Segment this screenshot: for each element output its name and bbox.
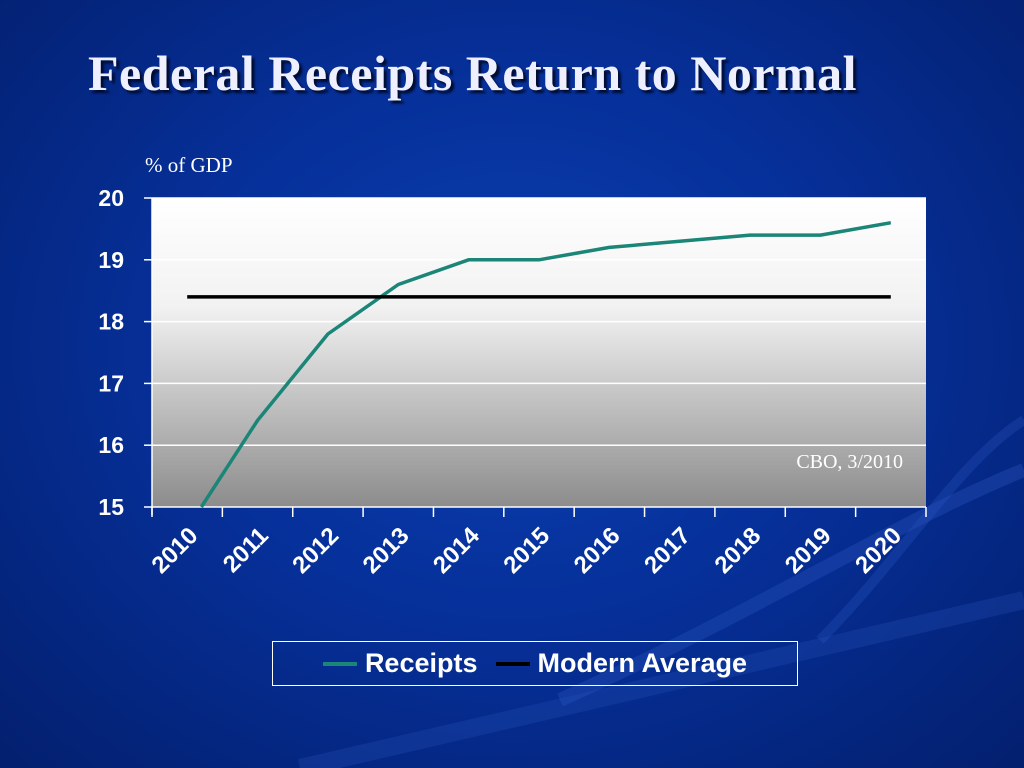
legend-entry-receipts: Receipts	[322, 648, 478, 679]
y-tick-label: 16	[98, 432, 124, 458]
x-tick-label: 2017	[639, 522, 696, 579]
series-line-receipts	[199, 220, 892, 508]
y-tick-label: 18	[98, 309, 124, 335]
legend-entry-modern-average: Modern Average	[495, 648, 748, 679]
x-tick-label: 2019	[780, 522, 837, 579]
y-axis-label: % of GDP	[145, 153, 233, 177]
x-tick-label: 2011	[218, 522, 274, 578]
plot-area	[152, 198, 926, 507]
y-tick-label: 20	[98, 185, 124, 211]
source-annotation: CBO, 3/2010	[796, 451, 903, 473]
slide-title: Federal Receipts Return to Normal	[88, 45, 858, 101]
x-tick-label: 2014	[428, 522, 485, 579]
x-tick-label: 2016	[569, 522, 626, 579]
legend-label-modern-average: Modern Average	[537, 648, 748, 678]
x-tick-label: 2012	[287, 522, 344, 579]
y-tick-labels: 15 16 17 18 19 20	[98, 185, 124, 520]
y-tick-label: 15	[98, 494, 124, 520]
legend-label-receipts: Receipts	[364, 648, 478, 678]
x-tick-labels: 2010 2011 2012 2013 2014 2015 2016 2017 2018 2019…	[147, 522, 907, 579]
x-tick-label: 2018	[709, 522, 766, 579]
x-tick-label: 2013	[358, 522, 415, 579]
legend-swatch-modern-average	[495, 661, 530, 666]
y-tick-label: 19	[98, 247, 124, 273]
legend-swatch-receipts	[322, 661, 357, 666]
x-tick-label: 2020	[850, 522, 907, 579]
y-tick-label: 17	[98, 370, 124, 396]
x-tick-label: 2015	[498, 522, 555, 579]
x-tick-label: 2010	[147, 522, 204, 579]
series-lines	[187, 220, 892, 508]
legend: Receipts Modern Average	[272, 641, 798, 686]
axes	[144, 197, 927, 517]
